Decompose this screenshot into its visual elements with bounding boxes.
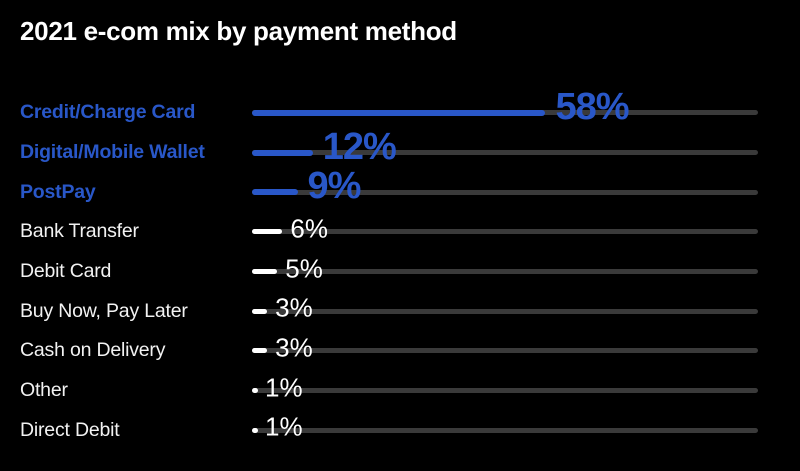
bar-zone: 12% xyxy=(252,127,758,173)
value-label: 3% xyxy=(275,292,313,323)
bar-track xyxy=(252,388,758,394)
chart-row: Debit Card 5% xyxy=(20,252,758,292)
chart-row: PostPay 9% xyxy=(20,167,758,212)
category-label: Digital/Mobile Wallet xyxy=(20,141,205,164)
value-label: 5% xyxy=(285,253,323,284)
bar-zone: 9% xyxy=(252,167,758,212)
category-label: Buy Now, Pay Later xyxy=(20,299,188,322)
bar-fill xyxy=(252,149,313,156)
bar-track xyxy=(252,269,758,275)
bar-fill xyxy=(252,229,283,235)
bar-zone: 1% xyxy=(252,371,758,411)
bar-fill xyxy=(252,109,546,116)
category-label: Cash on Delivery xyxy=(20,339,166,362)
value-label: 1% xyxy=(265,372,303,403)
bar-track xyxy=(252,150,758,156)
bar-track xyxy=(252,348,758,354)
chart-row: Buy Now, Pay Later 3% xyxy=(20,291,758,331)
chart-row: Direct Debit 1% xyxy=(20,411,758,451)
bar-track xyxy=(252,189,758,195)
value-label: 12% xyxy=(322,125,397,168)
bar-fill xyxy=(252,427,258,433)
bar-fill xyxy=(252,269,278,275)
bar-zone: 3% xyxy=(252,331,758,371)
bar-track xyxy=(252,229,758,235)
bar-track xyxy=(252,427,758,433)
bar-fill xyxy=(252,308,268,314)
bar-fill xyxy=(252,388,258,394)
bar-zone: 3% xyxy=(252,291,758,331)
bar-zone: 58% xyxy=(252,88,758,133)
chart-row: Other 1% xyxy=(20,371,758,411)
chart-row: Bank Transfer 6% xyxy=(20,212,758,252)
bar-chart: Credit/Charge Card 58% Digital/Mobile Wall… xyxy=(20,88,758,451)
value-label: 58% xyxy=(555,85,629,128)
chart-row: Cash on Delivery 3% xyxy=(20,331,758,371)
bar-zone: 1% xyxy=(252,411,758,451)
category-label: Credit/Charge Card xyxy=(20,101,196,124)
value-label: 1% xyxy=(265,411,303,442)
category-label: Other xyxy=(20,379,68,402)
chart-title: 2021 e-com mix by payment method xyxy=(20,16,457,46)
value-label: 3% xyxy=(275,332,313,363)
category-label: PostPay xyxy=(20,180,96,203)
category-label: Debit Card xyxy=(20,260,112,283)
bar-fill xyxy=(252,189,298,196)
bar-zone: 6% xyxy=(252,212,758,252)
bar-track xyxy=(252,308,758,314)
value-label: 6% xyxy=(290,213,328,244)
chart-row: Digital/Mobile Wallet 12% xyxy=(20,127,758,173)
bar-fill xyxy=(252,348,268,354)
chart-row: Credit/Charge Card 58% xyxy=(20,88,758,133)
bar-zone: 5% xyxy=(252,252,758,292)
category-label: Direct Debit xyxy=(20,418,120,441)
value-label: 9% xyxy=(307,165,362,208)
category-label: Bank Transfer xyxy=(20,220,139,243)
